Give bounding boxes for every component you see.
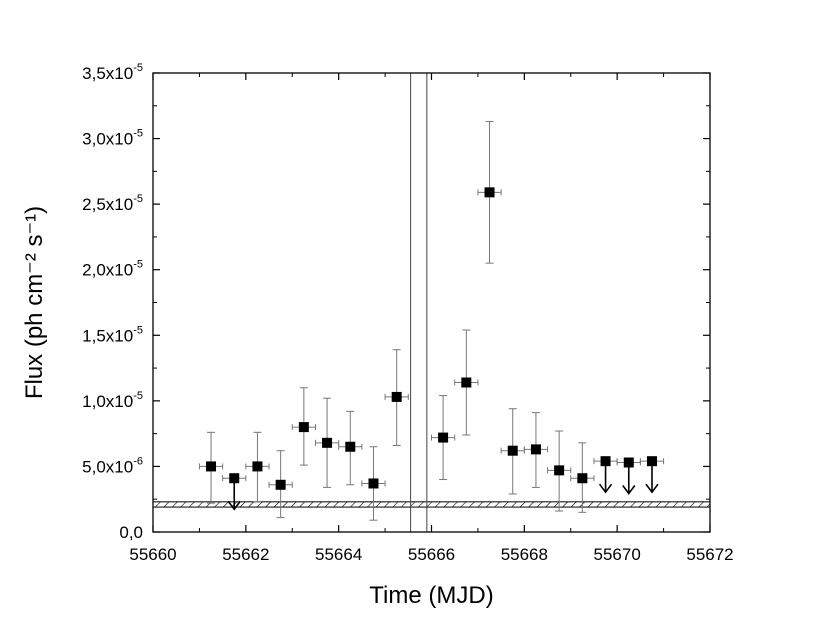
data-point-marker <box>229 473 240 484</box>
y-tick-label: 1,0x10-5 <box>82 390 143 411</box>
x-axis-title: Time (MJD) <box>369 582 493 609</box>
data-point-marker <box>554 465 565 476</box>
data-point-marker <box>368 478 379 489</box>
data-point-marker <box>206 461 217 472</box>
upper-limit-arrow-head <box>645 483 659 494</box>
data-point-marker <box>461 377 472 388</box>
upper-limit-arrow-head <box>227 500 241 511</box>
x-tick-label: 55666 <box>408 545 455 564</box>
y-tick-label: 3,5x10-5 <box>82 62 143 83</box>
data-point-marker <box>438 432 449 443</box>
x-tick-label: 55662 <box>222 545 269 564</box>
y-tick-label: 3,0x10-5 <box>82 128 143 149</box>
y-axis-title: Flux (ph cm⁻² s⁻¹) <box>21 206 48 399</box>
data-point-marker <box>391 391 402 402</box>
y-tick-label: 0,0 <box>119 523 143 542</box>
x-tick-label: 55672 <box>686 545 733 564</box>
data-point-marker <box>507 445 518 456</box>
x-tick-label: 55660 <box>129 545 176 564</box>
y-tick-label: 1,5x10-5 <box>82 324 143 345</box>
data-point-marker <box>484 187 495 198</box>
data-point-marker <box>252 461 263 472</box>
data-point-marker <box>275 479 286 490</box>
y-tick-label: 2,5x10-5 <box>82 193 143 214</box>
upper-limit-arrow-head <box>598 483 613 494</box>
data-point-marker <box>577 473 588 484</box>
data-point-marker <box>322 437 333 448</box>
data-point-marker <box>298 422 309 433</box>
x-tick-label: 55664 <box>315 545 362 564</box>
data-point-marker <box>646 456 657 467</box>
data-point-marker <box>600 456 611 467</box>
x-tick-label: 55670 <box>594 545 641 564</box>
y-tick-label: 5,0x10-6 <box>82 455 143 476</box>
data-point-marker <box>530 444 541 455</box>
plot-frame <box>152 72 711 533</box>
data-point-marker <box>623 457 634 468</box>
data-point-marker <box>345 441 356 452</box>
x-tick-label: 55668 <box>501 545 548 564</box>
y-tick-label: 2,0x10-5 <box>82 259 143 280</box>
upper-limit-arrow-head <box>622 485 636 495</box>
